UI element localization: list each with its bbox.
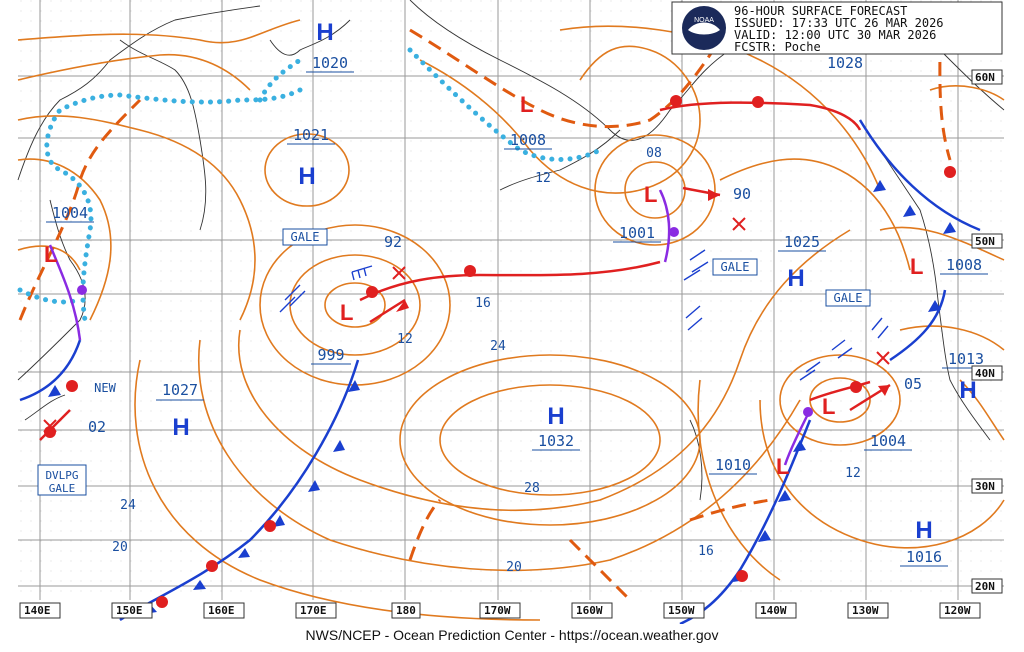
low-values: 1004 1008 1001 999 1004 1008 1010 <box>52 131 982 474</box>
low-pressure-value: 1004 <box>52 204 88 222</box>
low-l-icon: L <box>644 182 657 207</box>
isobar-label: 16 <box>475 296 491 311</box>
lon-label: 150E <box>116 604 143 617</box>
isobar-label: 02 <box>88 418 106 436</box>
isobars <box>17 19 1005 621</box>
low-pressure-value: 1010 <box>715 456 751 474</box>
isobar-label: 20 <box>112 540 128 555</box>
low-pressure-value: 1004 <box>870 432 906 450</box>
isobar-labels: 12 16 24 20 28 08 92 90 05 02 24 20 16 1… <box>88 146 922 575</box>
lat-label: 50N <box>975 235 995 248</box>
lat-label: 40N <box>975 367 995 380</box>
new-label: NEW <box>94 381 116 395</box>
gale-label: GALE <box>834 291 863 305</box>
isobar-label: 90 <box>733 185 751 203</box>
isobar-label: 28 <box>524 481 540 496</box>
low-l-icon: L <box>520 92 533 117</box>
graticule <box>18 0 1004 600</box>
high-pressure-value: 1025 <box>784 233 820 251</box>
high-h: H <box>787 265 804 292</box>
high-pressure-value: 1027 <box>162 381 198 399</box>
high-pressure-value: 1032 <box>538 432 574 450</box>
high-pressure-value: 1021 <box>293 126 329 144</box>
high-pressure-value: 1028 <box>827 54 863 72</box>
x-marks <box>43 217 890 433</box>
warm-fronts <box>39 101 871 441</box>
forecast-header: NOAA 96-HOUR SURFACE FORECAST ISSUED: 17… <box>671 1 1003 55</box>
value-underlines <box>46 71 990 567</box>
header-forecaster: FCSTR: Poche <box>734 40 821 54</box>
isobar-label: 24 <box>490 339 506 354</box>
low-pressure-value: 1008 <box>510 131 546 149</box>
isobar-label: 12 <box>845 466 861 481</box>
header-title: 96-HOUR SURFACE FORECAST <box>734 4 907 18</box>
high-pressure-value: 1016 <box>906 548 942 566</box>
lat-labels: 60N 50N 40N 30N 20N <box>971 69 1003 594</box>
low-pressure-value: 1001 <box>619 224 655 242</box>
high-h: H <box>172 414 189 441</box>
gale-warnings: GALE GALE GALE DVLPG GALE NEW <box>37 228 871 496</box>
isobar-label: 05 <box>904 375 922 393</box>
low-pressure-value: 999 <box>317 346 344 364</box>
lon-label: 140W <box>760 604 787 617</box>
lon-label: 180 <box>396 604 416 617</box>
high-centers: H H H H H H H <box>172 19 976 544</box>
warm-front-bumps <box>44 95 956 608</box>
lon-label: 160E <box>208 604 235 617</box>
low-l-icon: L <box>910 254 923 279</box>
high-pressure-value: 1020 <box>312 54 348 72</box>
header-issued: ISSUED: 17:33 UTC 26 MAR 2026 <box>734 16 944 30</box>
lat-label: 60N <box>975 71 995 84</box>
wind-barbs <box>279 249 889 381</box>
isobar-label: 12 <box>397 332 413 347</box>
gale-label: GALE <box>291 230 320 244</box>
low-l-icon: L <box>776 454 789 479</box>
high-h: H <box>959 377 976 404</box>
footer-credit: NWS/NCEP - Ocean Prediction Center - htt… <box>305 627 719 643</box>
lon-label: 120W <box>944 604 971 617</box>
low-centers: L L L L L L L <box>44 92 923 479</box>
isobar-label: 08 <box>646 146 662 161</box>
low-pressure-value: 1008 <box>946 256 982 274</box>
lat-label: 30N <box>975 480 995 493</box>
high-pressure-value: 1013 <box>948 350 984 368</box>
isobar-label: 20 <box>506 560 522 575</box>
low-l-icon: L <box>340 300 353 325</box>
isobar-label: 12 <box>535 171 551 186</box>
map-canvas: H H H H H H H 1020 1021 1027 1032 1025 1… <box>17 0 1005 624</box>
high-values: 1020 1021 1027 1032 1025 1028 1016 1013 <box>162 54 984 566</box>
low-l-icon: L <box>822 394 835 419</box>
low-l-icon: L <box>44 242 57 267</box>
gale-label: GALE <box>721 260 750 274</box>
lat-label: 20N <box>975 580 995 593</box>
occluded-symbols <box>77 227 813 417</box>
logo-text: NOAA <box>694 17 714 24</box>
header-valid: VALID: 12:00 UTC 30 MAR 2026 <box>734 28 936 42</box>
high-h: H <box>316 19 333 46</box>
lon-label: 150W <box>668 604 695 617</box>
isobar-label: 24 <box>120 498 136 513</box>
ice-edge <box>17 47 603 323</box>
lon-label: 130W <box>852 604 879 617</box>
isobar-label: 92 <box>384 233 402 251</box>
track-arrowheads <box>396 189 890 396</box>
isobar-label: 16 <box>698 544 714 559</box>
lon-label: 160W <box>576 604 603 617</box>
high-h: H <box>547 403 564 430</box>
high-h: H <box>298 163 315 190</box>
high-h: H <box>915 517 932 544</box>
lon-label: 140E <box>24 604 51 617</box>
dvlpg-gale-label: DVLPG GALE <box>45 469 78 495</box>
lon-labels: 140E 150E 160E 170E 180 170W 160W 150W 1… <box>19 602 981 619</box>
lon-label: 170E <box>300 604 327 617</box>
lon-label: 170W <box>484 604 511 617</box>
